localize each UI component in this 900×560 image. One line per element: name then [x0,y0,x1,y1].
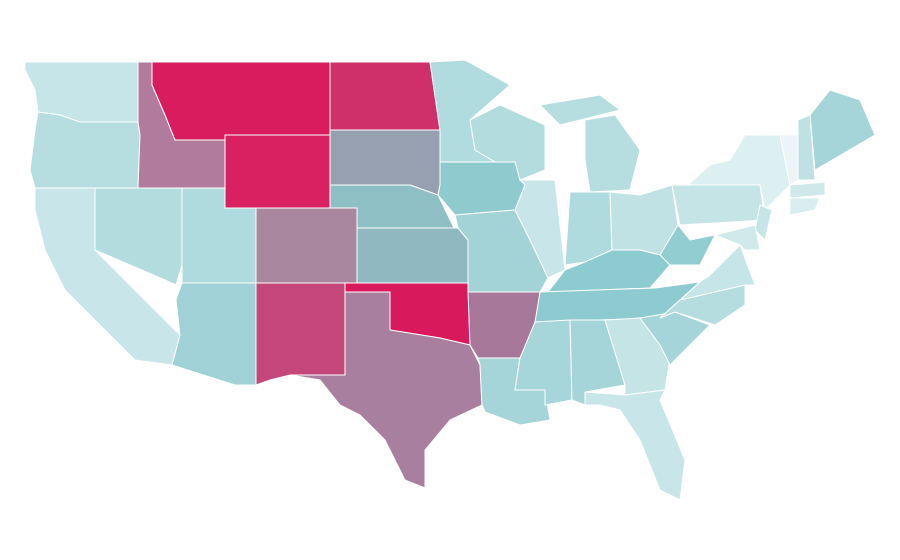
state-region [754,204,773,241]
state-region [789,197,821,216]
state-region [584,389,686,501]
state-region [809,89,876,171]
state-region [255,282,346,386]
state-region [224,134,331,209]
state-region [356,227,469,284]
state-region [171,282,257,386]
state-region [538,94,622,126]
state-region [151,61,331,141]
state-region [437,161,526,216]
state-region [329,61,441,131]
state-region [797,114,816,181]
state-region [514,179,566,279]
state-region [789,181,826,199]
state-region [584,114,641,193]
state-region [29,111,141,189]
state-region [713,224,761,251]
state-region [671,184,766,226]
state-region [289,291,483,489]
state-region [255,207,358,284]
